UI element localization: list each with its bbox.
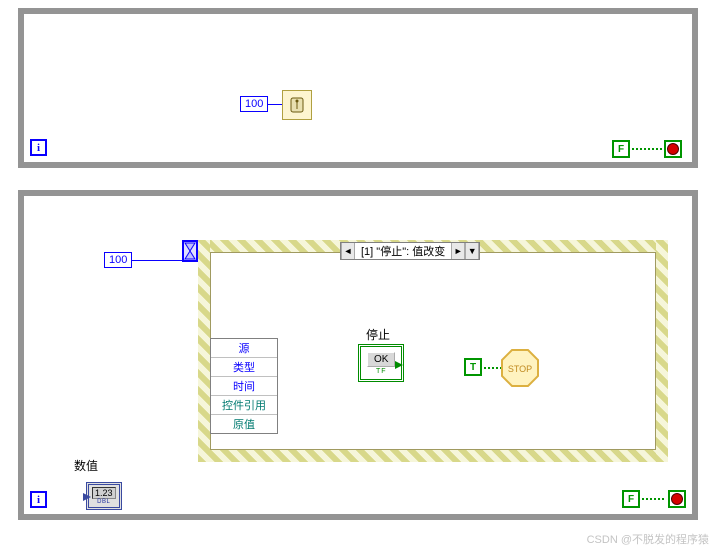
stop-control-label: 停止 — [366, 326, 390, 343]
stop-text: STOP — [508, 364, 532, 374]
i-glyph: i — [37, 494, 40, 506]
loop-condition-terminal-icon — [668, 490, 686, 508]
f-glyph: F — [618, 144, 624, 155]
case-label: [1] "停止": 值改变 — [355, 243, 451, 259]
false-constant[interactable]: F — [622, 490, 640, 508]
wire — [268, 104, 282, 105]
bool-out-arrow-icon — [395, 361, 403, 369]
timeout-terminal-icon — [182, 240, 198, 262]
ok-button-face: OK — [367, 352, 395, 367]
iteration-terminal-icon: i — [30, 139, 47, 156]
wire-bool — [632, 148, 662, 150]
hatch-right — [656, 240, 668, 462]
numeric-indicator-label: 数值 — [74, 457, 98, 474]
prev-case-button[interactable]: ◄ — [341, 243, 355, 259]
true-constant[interactable]: T — [464, 358, 482, 376]
iteration-terminal-icon: i — [30, 491, 47, 508]
wait-ms-constant[interactable]: 100 — [240, 96, 268, 112]
dbl-tag: DBL — [92, 499, 116, 505]
event-data-cluster: 源 类型 时间 控件引用 原值 — [210, 338, 278, 434]
display-value: 1.23 — [92, 487, 116, 499]
hatch-bottom — [198, 450, 668, 462]
num-in-arrow-icon — [83, 493, 91, 501]
metronome-icon — [287, 95, 307, 115]
f-glyph: F — [628, 494, 634, 505]
stop-sign-icon: STOP — [500, 348, 540, 388]
timeout-constant[interactable]: 100 — [104, 252, 132, 268]
stop-circle-icon — [667, 143, 679, 155]
bottom-while-loop: 100 ◄ [1] "停止": 值改变 ► ▼ 源 类型 时间 控件引用 原值 — [18, 190, 698, 520]
cluster-item: 原值 — [211, 415, 277, 433]
case-dropdown-button[interactable]: ▼ — [465, 243, 479, 259]
t-glyph: T — [470, 362, 476, 373]
event-case-selector[interactable]: ◄ [1] "停止": 值改变 ► ▼ — [340, 242, 480, 260]
numeric-indicator[interactable]: 1.23 DBL — [86, 482, 122, 510]
wait-ms-icon — [282, 90, 312, 120]
stop-circle-icon — [671, 493, 683, 505]
event-structure: ◄ [1] "停止": 值改变 ► ▼ 源 类型 时间 控件引用 原值 停止 O… — [198, 240, 668, 462]
hatch-left — [198, 240, 210, 462]
loop-condition-terminal-icon — [664, 140, 682, 158]
hourglass-icon — [184, 242, 196, 260]
wire-bool — [642, 498, 664, 500]
cluster-item: 类型 — [211, 358, 277, 377]
next-case-button[interactable]: ► — [451, 243, 465, 259]
i-glyph: i — [37, 142, 40, 154]
cluster-item: 源 — [211, 339, 277, 358]
tf-tag: TF — [367, 368, 395, 375]
const-value: 100 — [109, 254, 127, 266]
watermark: CSDN @不脱发的程序猿 — [587, 531, 709, 547]
const-value: 100 — [245, 98, 263, 110]
cluster-item: 控件引用 — [211, 396, 277, 415]
top-while-loop: i 100 F — [18, 8, 698, 168]
cluster-item: 时间 — [211, 377, 277, 396]
false-constant[interactable]: F — [612, 140, 630, 158]
stop-boolean-control[interactable]: OK TF — [358, 344, 404, 382]
